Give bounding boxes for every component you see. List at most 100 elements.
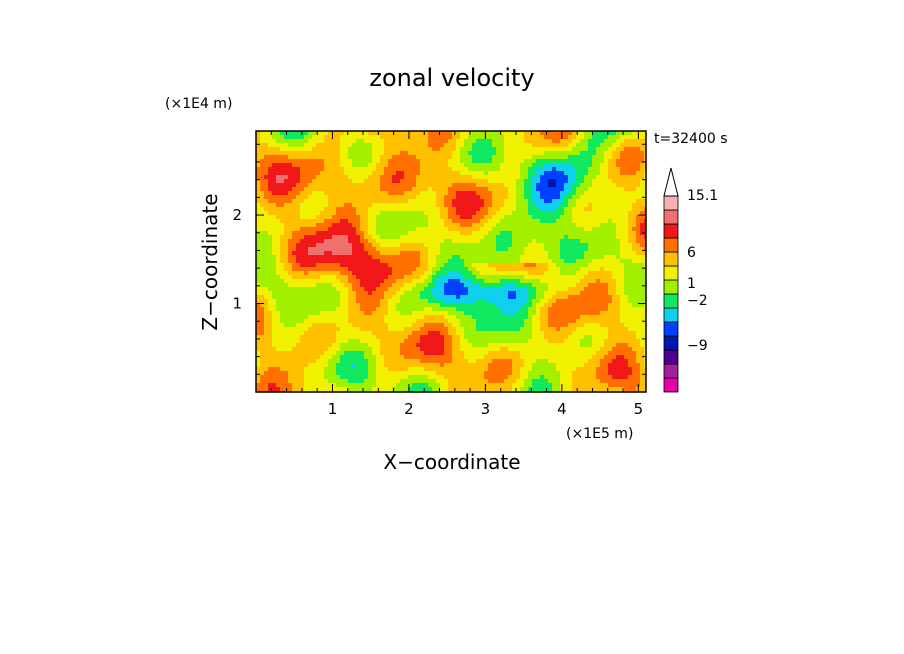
field-cell: [524, 159, 529, 164]
field-cell: [356, 243, 361, 248]
field-cell: [352, 231, 357, 236]
field-cell: [456, 299, 461, 304]
field-cell: [268, 179, 273, 184]
field-cell: [292, 163, 297, 168]
field-cell: [300, 199, 305, 204]
field-cell: [608, 179, 613, 184]
field-cell: [400, 295, 405, 300]
field-cell: [548, 203, 553, 208]
field-cell: [280, 135, 285, 140]
field-cell: [296, 307, 301, 312]
field-cell: [636, 155, 641, 160]
field-cell: [548, 251, 553, 256]
field-cell: [456, 167, 461, 172]
field-cell: [472, 191, 477, 196]
field-cell: [544, 291, 549, 296]
field-cell: [592, 151, 597, 156]
field-cell: [460, 207, 465, 212]
field-cell: [264, 243, 269, 248]
field-cell: [372, 135, 377, 140]
field-cell: [376, 319, 381, 324]
field-cell: [312, 203, 317, 208]
field-cell: [496, 327, 501, 332]
field-cell: [488, 299, 493, 304]
field-cell: [456, 143, 461, 148]
field-cell: [396, 143, 401, 148]
field-cell: [328, 255, 333, 260]
field-cell: [276, 219, 281, 224]
field-cell: [576, 171, 581, 176]
field-cell: [428, 283, 433, 288]
field-cell: [348, 151, 353, 156]
field-cell: [316, 311, 321, 316]
field-cell: [488, 191, 493, 196]
field-cell: [304, 283, 309, 288]
field-cell: [324, 287, 329, 292]
field-cell: [560, 191, 565, 196]
field-cell: [604, 131, 609, 136]
field-cell: [620, 183, 625, 188]
field-cell: [632, 295, 637, 300]
field-cell: [452, 331, 457, 336]
field-cell: [420, 223, 425, 228]
field-cell: [608, 151, 613, 156]
field-cell: [484, 243, 489, 248]
field-cell: [500, 147, 505, 152]
field-cell: [340, 167, 345, 172]
field-cell: [524, 179, 529, 184]
field-cell: [264, 283, 269, 288]
field-cell: [576, 183, 581, 188]
field-cell: [476, 187, 481, 192]
field-cell: [576, 279, 581, 284]
field-cell: [352, 227, 357, 232]
field-cell: [612, 159, 617, 164]
field-cell: [560, 175, 565, 180]
field-cell: [476, 267, 481, 272]
field-cell: [640, 187, 645, 192]
field-cell: [444, 279, 449, 284]
field-cell: [280, 163, 285, 168]
field-cell: [296, 227, 301, 232]
field-cell: [528, 199, 533, 204]
field-cell: [360, 223, 365, 228]
field-cell: [428, 303, 433, 308]
field-cell: [476, 247, 481, 252]
field-cell: [576, 167, 581, 172]
field-cell: [412, 187, 417, 192]
field-cell: [616, 203, 621, 208]
field-cell: [428, 179, 433, 184]
field-cell: [476, 255, 481, 260]
field-cell: [544, 259, 549, 264]
field-cell: [540, 207, 545, 212]
field-cell: [372, 227, 377, 232]
field-cell: [576, 219, 581, 224]
field-cell: [280, 251, 285, 256]
field-cell: [540, 255, 545, 260]
field-cell: [476, 279, 481, 284]
field-cell: [296, 135, 301, 140]
field-cell: [416, 231, 421, 236]
field-cell: [264, 199, 269, 204]
field-cell: [644, 143, 646, 148]
field-cell: [616, 299, 621, 304]
field-cell: [616, 167, 621, 172]
field-cell: [552, 239, 557, 244]
field-cell: [608, 315, 613, 320]
field-cell: [380, 219, 385, 224]
field-cell: [388, 183, 393, 188]
field-cell: [304, 295, 309, 300]
field-cell: [308, 211, 313, 216]
field-cell: [332, 319, 337, 324]
field-cell: [492, 143, 497, 148]
field-cell: [484, 235, 489, 240]
field-cell: [356, 307, 361, 312]
field-cell: [328, 139, 333, 144]
field-cell: [500, 215, 505, 220]
field-cell: [312, 247, 317, 252]
field-cell: [264, 207, 269, 212]
field-cell: [272, 155, 277, 160]
field-cell: [328, 135, 333, 140]
field-cell: [472, 327, 477, 332]
field-cell: [272, 303, 277, 308]
field-cell: [404, 279, 409, 284]
